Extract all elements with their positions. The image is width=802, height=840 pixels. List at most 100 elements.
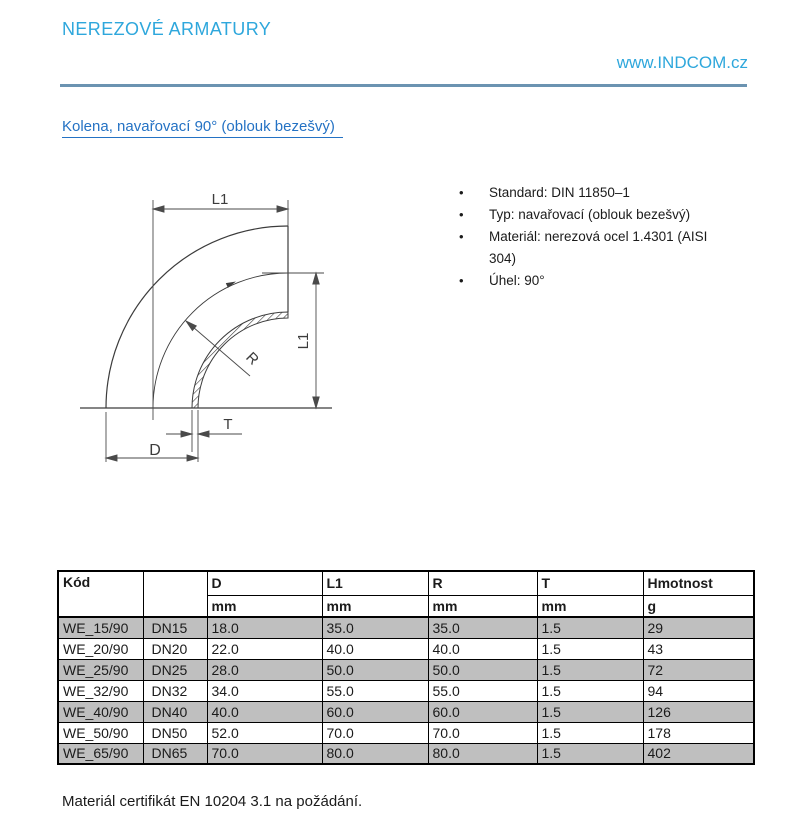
page-title: NEREZOVÉ ARMATURY	[62, 19, 272, 39]
cell-t: 1.5	[536, 742, 644, 765]
cell-l1: 50.0	[321, 658, 429, 681]
elbow-drawing-svg: L1 L1 R T	[80, 191, 332, 462]
outer-arc	[105, 225, 289, 409]
cell-l1: 55.0	[321, 679, 429, 702]
cell-t: 1.5	[536, 700, 644, 723]
cell-dn: DN50	[142, 721, 208, 744]
cell-l1: 80.0	[321, 742, 429, 765]
cell-kod: WE_25/90	[57, 658, 144, 681]
unit-d: mm	[206, 594, 323, 618]
cell-t: 1.5	[536, 616, 644, 639]
website-link[interactable]: www.INDCOM.cz	[616, 53, 748, 72]
elbow-technical-drawing: L1 L1 R T	[60, 185, 340, 477]
label-radius: R	[242, 349, 262, 369]
cell-r: 55.0	[427, 679, 538, 702]
cell-d: 22.0	[206, 637, 323, 660]
table-row: WE_40/90 DN40 40.0 60.0 60.0 1.5 126	[57, 700, 755, 723]
dim-l1-right	[262, 271, 324, 410]
cell-l1: 60.0	[321, 700, 429, 723]
cell-kod: WE_65/90	[57, 742, 144, 765]
dim-l1-top	[151, 200, 290, 420]
centerline-arrowhead	[225, 281, 236, 288]
cell-dn: DN25	[142, 658, 208, 681]
column-header-r: R	[427, 570, 538, 596]
cell-l1: 70.0	[321, 721, 429, 744]
cell-l1: 40.0	[321, 637, 429, 660]
table-row: WE_20/90 DN20 22.0 40.0 40.0 1.5 43	[57, 637, 755, 660]
certificate-note: Materiál certifikát EN 10204 3.1 na požá…	[62, 793, 363, 810]
column-header-d: D	[206, 570, 323, 596]
dim-radius	[184, 319, 251, 377]
column-header-hmotnost: Hmotnost	[642, 570, 755, 596]
cell-kod: WE_15/90	[57, 616, 144, 639]
cell-d: 34.0	[206, 679, 323, 702]
header-divider	[60, 84, 747, 87]
cell-t: 1.5	[536, 721, 644, 744]
bullet-icon: •	[459, 185, 464, 200]
spec-bullet-list: • Standard: DIN 11850–1 • Typ: navařovací …	[455, 182, 725, 292]
cell-r: 60.0	[427, 700, 538, 723]
cell-d: 70.0	[206, 742, 323, 765]
wall-section-hatch	[191, 311, 289, 409]
cell-hmotnost: 29	[642, 616, 755, 639]
unit-hmotnost: g	[642, 594, 755, 618]
cell-dn: DN15	[142, 616, 208, 639]
column-header-dn	[142, 570, 208, 618]
column-header-t: T	[536, 570, 644, 596]
column-header-kod: Kód	[57, 570, 144, 618]
section-title-link[interactable]: Kolena, navařovací 90° (oblouk bezešvý)	[62, 118, 343, 138]
table-row: WE_65/90 DN65 70.0 80.0 80.0 1.5 402	[57, 742, 755, 765]
cell-dn: DN20	[142, 637, 208, 660]
centerline-arc	[152, 272, 289, 409]
spec-item-material: • Materiál: nerezová ocel 1.4301 (AISI 30…	[455, 226, 711, 270]
dim-thickness	[166, 410, 242, 462]
label-thickness: T	[223, 416, 232, 433]
cell-t: 1.5	[536, 679, 644, 702]
cell-hmotnost: 178	[642, 721, 755, 744]
dim-diameter	[104, 412, 200, 462]
cell-r: 35.0	[427, 616, 538, 639]
cell-d: 18.0	[206, 616, 323, 639]
unit-t: mm	[536, 594, 644, 618]
cell-r: 50.0	[427, 658, 538, 681]
cell-kod: WE_50/90	[57, 721, 144, 744]
unit-r: mm	[427, 594, 538, 618]
table-row: WE_25/90 DN25 28.0 50.0 50.0 1.5 72	[57, 658, 755, 681]
cell-d: 28.0	[206, 658, 323, 681]
spec-item-standard: • Standard: DIN 11850–1	[455, 182, 711, 204]
bullet-icon: •	[459, 273, 464, 288]
cell-d: 52.0	[206, 721, 323, 744]
unit-l1: mm	[321, 594, 429, 618]
column-header-l1: L1	[321, 570, 429, 596]
cell-l1: 35.0	[321, 616, 429, 639]
label-diameter: D	[149, 442, 161, 459]
cell-hmotnost: 94	[642, 679, 755, 702]
cell-t: 1.5	[536, 658, 644, 681]
cell-kod: WE_40/90	[57, 700, 144, 723]
cell-r: 80.0	[427, 742, 538, 765]
cell-kod: WE_32/90	[57, 679, 144, 702]
spec-item-angle: • Úhel: 90°	[455, 270, 711, 292]
bullet-icon: •	[459, 207, 464, 222]
elbow-outline	[80, 225, 332, 409]
cell-kod: WE_20/90	[57, 637, 144, 660]
cell-hmotnost: 126	[642, 700, 755, 723]
cell-dn: DN65	[142, 742, 208, 765]
cell-hmotnost: 43	[642, 637, 755, 660]
label-l1-top: L1	[212, 191, 229, 208]
table-header-row: Kód D L1 R T Hmotnost	[57, 570, 755, 618]
cell-r: 70.0	[427, 721, 538, 744]
cell-hmotnost: 402	[642, 742, 755, 765]
cell-r: 40.0	[427, 637, 538, 660]
bullet-icon: •	[459, 229, 464, 244]
table-row: WE_15/90 DN15 18.0 35.0 35.0 1.5 29	[57, 616, 755, 639]
label-l1-right: L1	[295, 333, 312, 350]
table-row: WE_50/90 DN50 52.0 70.0 70.0 1.5 178	[57, 721, 755, 744]
cell-hmotnost: 72	[642, 658, 755, 681]
cell-d: 40.0	[206, 700, 323, 723]
spec-item-type: • Typ: navařovací (oblouk bezešvý)	[455, 204, 711, 226]
cell-dn: DN32	[142, 679, 208, 702]
table-row: WE_32/90 DN32 34.0 55.0 55.0 1.5 94	[57, 679, 755, 702]
cell-t: 1.5	[536, 637, 644, 660]
dimension-table: Kód D L1 R T Hmotnost mm mm mm mm g WE_1…	[57, 570, 755, 765]
